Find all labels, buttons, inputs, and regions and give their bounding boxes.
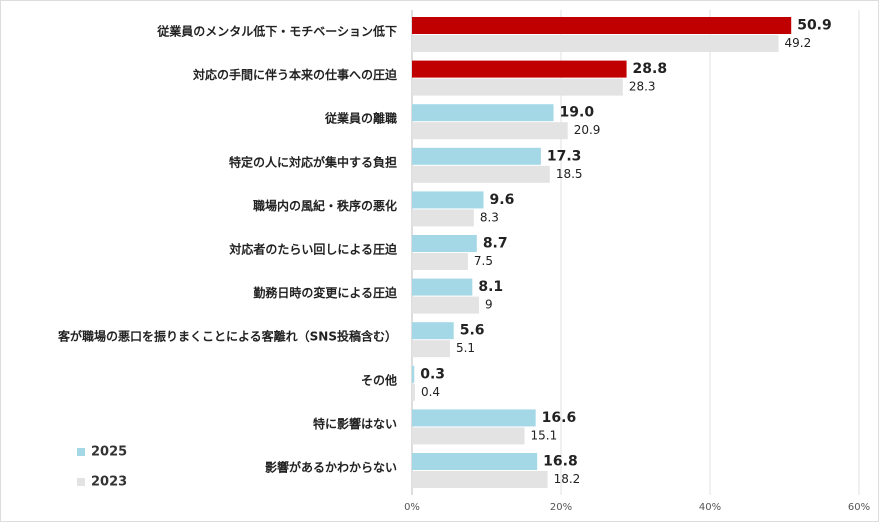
- value-label: 18.2: [554, 472, 581, 486]
- bar: [412, 17, 792, 34]
- value-label: 18.5: [556, 167, 583, 181]
- value-label: 28.3: [629, 80, 656, 94]
- value-label: 49.2: [785, 36, 812, 50]
- bar: [412, 191, 484, 209]
- value-label: 7.5: [474, 254, 493, 268]
- bar: [412, 383, 415, 401]
- bar: [412, 165, 550, 183]
- x-tick-label: 40%: [699, 502, 721, 513]
- bar: [412, 60, 627, 78]
- value-label: 28.8: [633, 61, 668, 77]
- bar: [412, 35, 779, 52]
- value-label: 17.3: [547, 148, 582, 164]
- value-label: 16.6: [542, 410, 577, 426]
- bar: [412, 365, 415, 383]
- category-label: 特定の人に対応が集中する負担: [229, 154, 397, 169]
- value-label: 0.3: [420, 366, 445, 382]
- x-tick-label: 60%: [848, 502, 870, 513]
- category-label: 影響があるかわからない: [265, 460, 397, 475]
- value-label: 9.6: [490, 192, 515, 208]
- category-label: 従業員の離職: [324, 111, 397, 126]
- x-tick-label: 20%: [550, 502, 572, 513]
- category-label: 従業員のメンタル低下・モチベーション低下: [156, 24, 397, 39]
- bar: [412, 122, 568, 140]
- value-label: 8.3: [480, 210, 499, 224]
- legend-swatch: [77, 448, 85, 456]
- bar: [412, 209, 474, 227]
- value-label: 50.9: [797, 18, 832, 34]
- legend-swatch: [77, 478, 85, 486]
- bar: [412, 340, 450, 358]
- legend-label: 2025: [91, 445, 127, 460]
- bar: [412, 235, 477, 252]
- category-label: 対応の手間に伴う本来の仕事への圧迫: [192, 67, 398, 82]
- value-label: 8.7: [483, 236, 508, 252]
- bar: [412, 322, 454, 340]
- category-label: 勤務日時の変更による圧迫: [253, 285, 398, 300]
- value-label: 5.6: [460, 323, 485, 339]
- bar: [412, 147, 541, 165]
- value-label: 0.4: [421, 385, 440, 399]
- category-label: 客が職場の悪口を振りまくことによる客離れ（SNS投稿含む）: [57, 329, 397, 344]
- bar: [412, 471, 548, 488]
- bar: [412, 104, 554, 122]
- category-label: 特に影響はない: [313, 416, 397, 431]
- value-label: 8.1: [478, 279, 503, 295]
- bar: [412, 296, 480, 314]
- category-label: 対応者のたらい回しによる圧迫: [228, 242, 398, 257]
- value-label: 19.0: [560, 105, 595, 121]
- value-label: 5.1: [456, 341, 475, 355]
- bar: [412, 78, 623, 96]
- category-label: その他: [361, 372, 397, 387]
- bar: [412, 453, 538, 470]
- bar: [412, 427, 525, 445]
- x-tick-label: 0%: [404, 502, 420, 513]
- bar: [412, 278, 473, 296]
- category-label: 職場内の風紀・秩序の悪化: [253, 198, 397, 213]
- bar: [412, 253, 468, 270]
- value-label: 15.1: [530, 428, 557, 442]
- value-label: 9: [485, 298, 493, 312]
- value-label: 16.8: [543, 454, 578, 470]
- value-label: 20.9: [574, 123, 601, 137]
- bar: [412, 409, 536, 427]
- legend-label: 2023: [91, 475, 127, 490]
